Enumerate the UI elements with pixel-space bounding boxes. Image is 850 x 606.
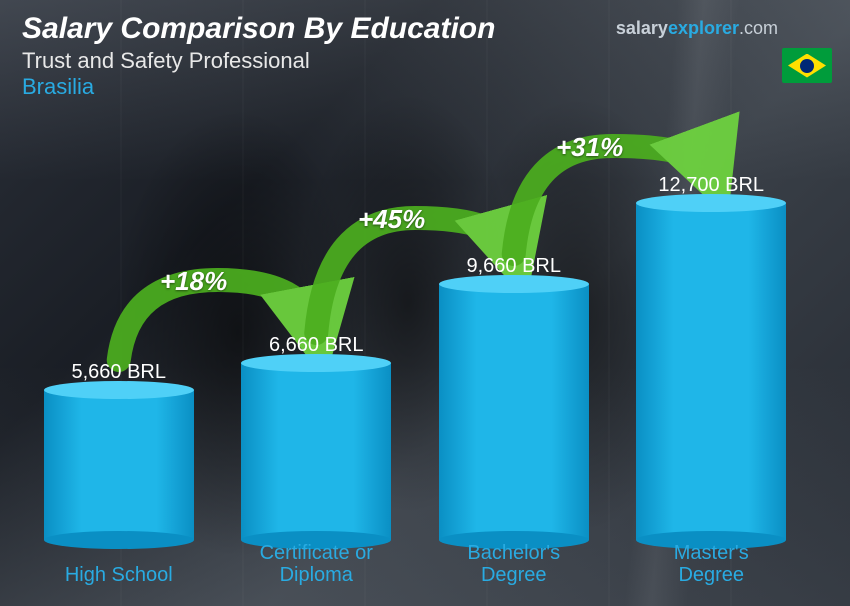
- bar-label: High School: [20, 564, 218, 586]
- chart-title: Salary Comparison By Education: [22, 12, 495, 46]
- increase-label: +18%: [160, 266, 227, 297]
- bar-chart: 5,660 BRLHigh School6,660 BRLCertificate…: [20, 68, 810, 588]
- watermark: salaryexplorer.com: [616, 18, 778, 39]
- bar-label: Bachelor's Degree: [415, 542, 613, 586]
- increase-label: +45%: [358, 204, 425, 235]
- bar-0: 5,660 BRLHigh School: [20, 361, 218, 540]
- bar-2: 9,660 BRLBachelor's Degree: [415, 255, 613, 540]
- increase-label: +31%: [556, 132, 623, 163]
- bar-label: Master's Degree: [613, 542, 811, 586]
- bar-shape: [241, 363, 391, 540]
- bar-label: Certificate or Diploma: [218, 542, 416, 586]
- bar-shape: [44, 390, 194, 540]
- bar-shape: [636, 203, 786, 540]
- bar-3: 12,700 BRLMaster's Degree: [613, 174, 811, 540]
- bars-container: 5,660 BRLHigh School6,660 BRLCertificate…: [20, 90, 810, 540]
- bar-1: 6,660 BRLCertificate or Diploma: [218, 334, 416, 540]
- bar-shape: [439, 284, 589, 540]
